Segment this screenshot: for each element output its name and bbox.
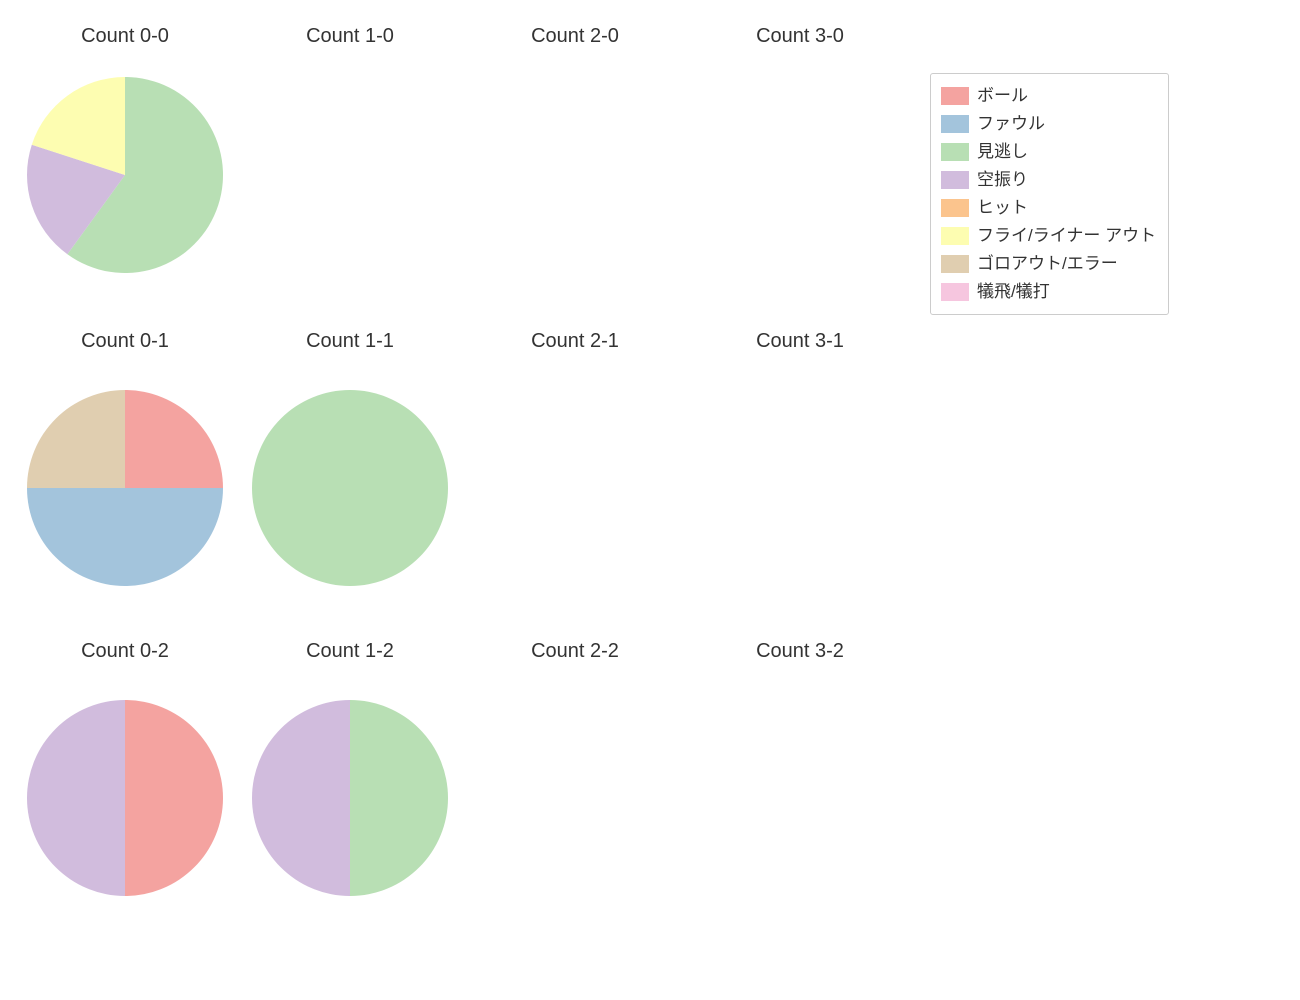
legend-swatch bbox=[941, 283, 969, 301]
legend-item: ファウル bbox=[941, 110, 1156, 138]
panel-title: Count 0-2 bbox=[81, 640, 169, 663]
legend-label: ファウル bbox=[977, 110, 1045, 138]
legend-label: 犠飛/犠打 bbox=[977, 278, 1050, 306]
legend-item: 犠飛/犠打 bbox=[941, 278, 1156, 306]
legend-swatch bbox=[941, 87, 969, 105]
legend-swatch bbox=[941, 115, 969, 133]
pie-chart bbox=[27, 700, 223, 896]
pie-slice bbox=[27, 390, 125, 488]
legend-item: 見逃し bbox=[941, 138, 1156, 166]
chart-stage: Count 0-060.020.020.0Count 1-0Count 2-0C… bbox=[0, 0, 1300, 1000]
panel-title: Count 3-1 bbox=[756, 330, 844, 353]
legend-item: 空振り bbox=[941, 166, 1156, 194]
panel-title: Count 3-0 bbox=[756, 25, 844, 48]
panel-title: Count 1-0 bbox=[306, 25, 394, 48]
pie-slice bbox=[252, 700, 350, 896]
panel-title: Count 0-1 bbox=[81, 330, 169, 353]
legend-item: ゴロアウト/エラー bbox=[941, 250, 1156, 278]
legend-swatch bbox=[941, 255, 969, 273]
legend-swatch bbox=[941, 171, 969, 189]
legend-item: フライ/ライナー アウト bbox=[941, 222, 1156, 250]
legend-label: 空振り bbox=[977, 166, 1028, 194]
legend-swatch bbox=[941, 227, 969, 245]
panel-title: Count 3-2 bbox=[756, 640, 844, 663]
legend-item: ヒット bbox=[941, 194, 1156, 222]
panel-title: Count 1-1 bbox=[306, 330, 394, 353]
panel-title: Count 2-0 bbox=[531, 25, 619, 48]
pie-slice bbox=[27, 488, 223, 586]
pie-chart bbox=[252, 390, 448, 586]
panel-title: Count 2-1 bbox=[531, 330, 619, 353]
panel-title: Count 0-0 bbox=[81, 25, 169, 48]
legend-swatch bbox=[941, 199, 969, 217]
pie-chart bbox=[27, 390, 223, 586]
panel-title: Count 2-2 bbox=[531, 640, 619, 663]
pie-slice bbox=[125, 700, 223, 896]
pie-slice bbox=[125, 390, 223, 488]
panel-title: Count 1-2 bbox=[306, 640, 394, 663]
legend-label: 見逃し bbox=[977, 138, 1028, 166]
legend-label: ゴロアウト/エラー bbox=[977, 250, 1118, 278]
pie-slice bbox=[252, 390, 448, 586]
legend-item: ボール bbox=[941, 82, 1156, 110]
pie-slice bbox=[350, 700, 448, 896]
legend-label: ボール bbox=[977, 82, 1028, 110]
legend-label: ヒット bbox=[977, 194, 1028, 222]
pie-slice bbox=[27, 700, 125, 896]
legend-swatch bbox=[941, 143, 969, 161]
legend-label: フライ/ライナー アウト bbox=[977, 222, 1156, 250]
legend: ボールファウル見逃し空振りヒットフライ/ライナー アウトゴロアウト/エラー犠飛/… bbox=[930, 73, 1169, 315]
pie-chart bbox=[27, 77, 223, 273]
pie-chart bbox=[252, 700, 448, 896]
